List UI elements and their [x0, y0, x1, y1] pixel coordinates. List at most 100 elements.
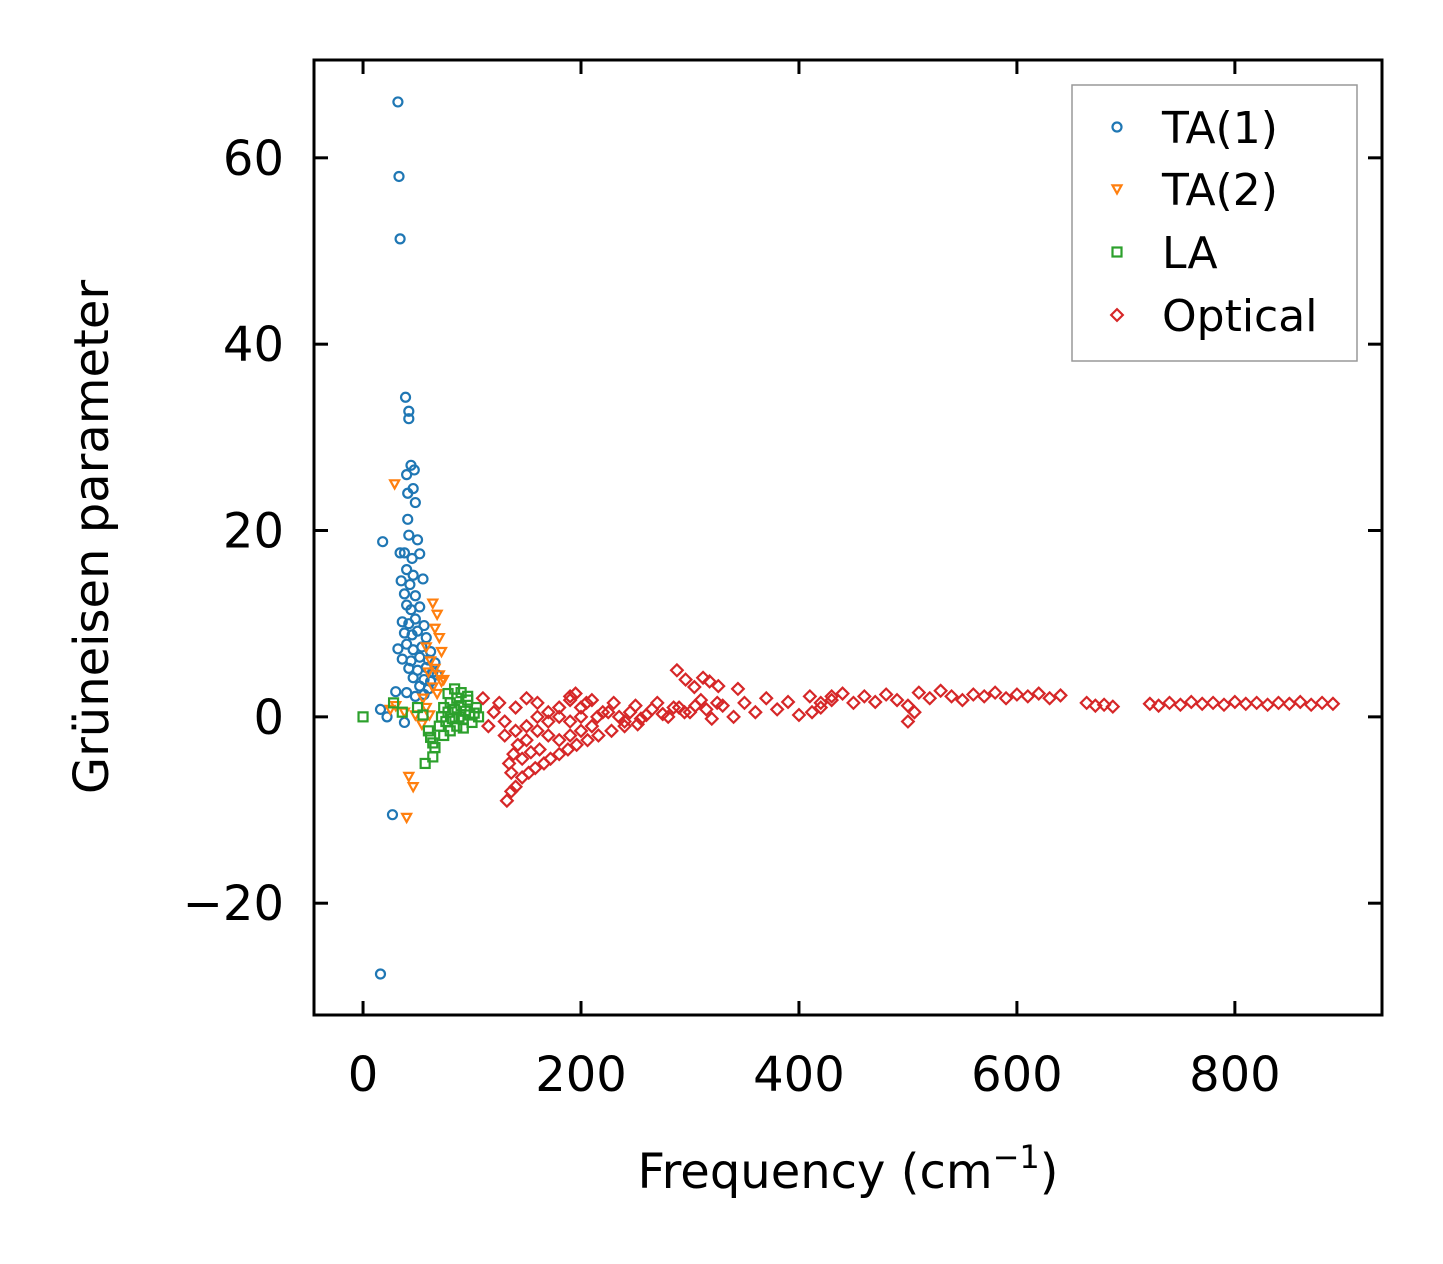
point-ta1: [381, 711, 393, 723]
point-ta2: [435, 646, 448, 659]
point-optical: [715, 698, 731, 714]
point-ta2: [402, 771, 416, 784]
point-optical: [1205, 695, 1221, 711]
point-optical: [510, 737, 526, 753]
point-optical: [551, 709, 567, 725]
point-optical: [530, 723, 545, 739]
point-optical: [922, 690, 938, 706]
point-optical: [519, 732, 534, 748]
point-la: [427, 751, 439, 763]
y-tick-label: −20: [183, 876, 284, 932]
point-ta2: [424, 656, 437, 668]
point-optical: [1079, 695, 1095, 711]
point-ta2: [430, 688, 444, 701]
point-optical: [600, 704, 616, 720]
point-ta1: [408, 464, 420, 476]
point-optical: [580, 732, 595, 748]
point-optical: [1142, 696, 1158, 712]
point-ta2: [426, 598, 440, 610]
point-ta1: [414, 601, 426, 613]
point-ta1: [409, 496, 421, 509]
point-optical: [475, 690, 491, 706]
point-optical: [638, 707, 654, 723]
point-ta2: [416, 693, 430, 705]
legend-marker-la: [1111, 246, 1123, 258]
point-optical: [1096, 697, 1112, 713]
point-optical: [503, 765, 519, 781]
point-ta1: [396, 653, 408, 665]
point-optical: [595, 704, 611, 720]
point-ta1: [407, 569, 419, 581]
point-optical: [695, 670, 711, 686]
point-optical: [824, 688, 840, 704]
point-optical: [1325, 696, 1341, 712]
point-ta1: [401, 564, 413, 576]
point-optical: [562, 714, 578, 729]
point-optical: [1216, 697, 1232, 713]
x-tick-label: 0: [348, 1047, 379, 1103]
point-optical: [508, 723, 524, 739]
point-optical: [530, 695, 545, 711]
point-optical: [532, 742, 547, 757]
point-optical: [630, 716, 646, 732]
x-tick-label: 600: [971, 1047, 1063, 1103]
axes-frame: [312, 58, 1384, 1017]
point-optical: [933, 683, 949, 699]
point-optical: [606, 695, 622, 711]
point-optical: [514, 751, 530, 767]
point-optical: [1105, 699, 1121, 715]
point-ta1: [403, 413, 415, 425]
point-optical: [1260, 697, 1275, 713]
point-ta2: [406, 782, 420, 794]
point-ta1: [398, 588, 411, 600]
point-ta2: [435, 676, 448, 689]
point-ta2: [419, 702, 433, 715]
point-ta1: [403, 405, 415, 417]
point-ta1: [406, 552, 418, 565]
point-optical: [497, 728, 513, 743]
x-axis-title-main: Frequency (cm: [637, 1144, 992, 1200]
point-ta1: [399, 391, 412, 403]
point-ta1: [374, 968, 387, 980]
point-ta1: [390, 686, 402, 698]
point-optical: [804, 704, 820, 720]
point-optical: [835, 686, 850, 701]
point-optical: [1020, 688, 1036, 704]
point-optical: [710, 678, 726, 694]
point-optical: [682, 704, 698, 720]
point-optical: [846, 695, 861, 711]
point-ta1: [396, 616, 408, 628]
point-la: [419, 757, 431, 770]
axis-ticks: 0 200 400 600 800 −20 0 20 40 60: [183, 60, 1382, 1103]
point-optical: [551, 700, 567, 715]
point-optical: [503, 783, 519, 799]
point-optical: [1314, 695, 1330, 711]
point-la: [417, 709, 429, 721]
point-ta1: [411, 534, 424, 546]
point-optical: [551, 746, 567, 762]
point-optical: [1194, 696, 1210, 712]
legend-label-ta1: TA(1): [1161, 103, 1278, 154]
point-ta1: [420, 632, 432, 644]
point-optical: [889, 692, 905, 708]
point-ta1: [409, 590, 421, 602]
point-optical: [569, 737, 585, 753]
point-optical: [633, 711, 649, 727]
point-ta1: [394, 547, 406, 559]
point-optical: [780, 694, 796, 710]
point-optical: [1009, 687, 1025, 702]
point-optical: [987, 685, 1003, 701]
point-ta2: [383, 704, 397, 717]
point-optical: [704, 711, 720, 727]
point-ta1: [401, 687, 413, 699]
point-ta1: [404, 578, 416, 591]
point-ta1: [407, 482, 419, 495]
point-optical: [878, 687, 894, 702]
point-optical: [1227, 694, 1243, 710]
point-optical: [1172, 697, 1188, 713]
point-optical: [519, 718, 534, 734]
point-optical: [491, 695, 507, 711]
point-optical: [579, 695, 594, 711]
legend-label-la: LA: [1162, 228, 1218, 279]
